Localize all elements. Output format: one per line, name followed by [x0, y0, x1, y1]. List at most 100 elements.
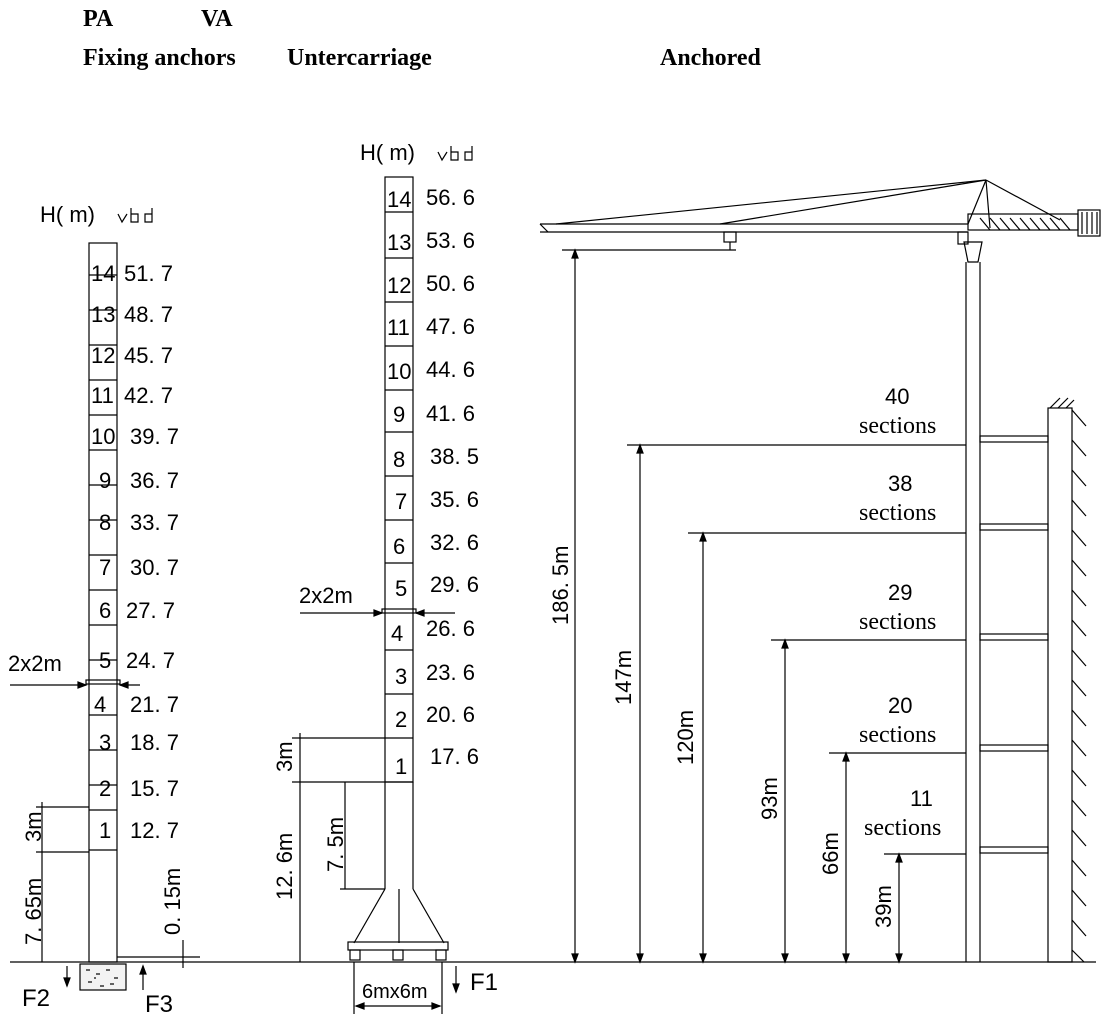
svg-text:53. 6: 53. 6 — [426, 228, 475, 253]
undercarriage-wide-section — [381, 608, 417, 614]
svg-text:2: 2 — [99, 776, 111, 801]
svg-text:14: 14 — [387, 187, 411, 212]
building-hatch — [1049, 397, 1087, 963]
svg-text:51. 7: 51. 7 — [124, 261, 173, 286]
undercarriage-tower: H( m) 1 2 3 4 — [272, 140, 498, 1014]
anchor-29-word: sections — [859, 609, 936, 635]
header-anchored: Anchored — [660, 45, 761, 71]
foundation-hatch — [86, 969, 118, 987]
svg-text:20. 6: 20. 6 — [426, 702, 475, 727]
anchored-crane: 186. 5m 40 — [539, 179, 1101, 964]
svg-text:29. 6: 29. 6 — [430, 572, 479, 597]
building — [1047, 407, 1073, 963]
undercarriage-section-numbers: 1 2 3 4 5 6 7 8 9 10 11 12 13 14 — [387, 187, 411, 779]
anchor-20-word: sections — [859, 722, 936, 748]
header-undercarriage: Untercarriage — [287, 45, 432, 71]
svg-text:36. 7: 36. 7 — [130, 468, 179, 493]
svg-text:1: 1 — [395, 754, 407, 779]
force-f3: F3 — [145, 991, 173, 1018]
undercarriage-dim-126m: 12. 6m — [272, 833, 297, 900]
svg-text:12: 12 — [91, 343, 115, 368]
undercarriage-heights: 17. 6 20. 6 23. 6 26. 6 29. 6 32. 6 35. … — [426, 185, 479, 769]
svg-text:10: 10 — [91, 424, 115, 449]
undercarriage-h-glyph — [437, 146, 473, 162]
fixing-anchors-tower: H( m) 1 2 — [8, 202, 200, 1018]
svg-text:56. 6: 56. 6 — [426, 185, 475, 210]
undercarriage-frame — [353, 888, 386, 944]
svg-text:13: 13 — [91, 302, 115, 327]
svg-text:11: 11 — [91, 383, 114, 408]
undercarriage-size-label: 2x2m — [299, 583, 353, 608]
undercarriage-dim-75m: 7. 5m — [323, 817, 348, 872]
fixing-section-numbers: 1 2 3 4 5 6 7 8 9 10 11 12 13 14 — [91, 261, 115, 843]
svg-text:26. 6: 26. 6 — [426, 616, 475, 641]
fixing-section-dividers — [89, 274, 117, 851]
svg-text:13: 13 — [387, 230, 411, 255]
fixing-dim-3m: 3m — [21, 811, 46, 842]
undercarriage-dim-3m: 3m — [272, 741, 297, 772]
fixing-wide-section — [85, 679, 121, 685]
fixing-h-glyph — [117, 208, 153, 224]
svg-text:2: 2 — [395, 707, 407, 732]
svg-text:8: 8 — [393, 447, 405, 472]
undercarriage-mast — [384, 176, 414, 783]
svg-text:45. 7: 45. 7 — [124, 343, 173, 368]
fixing-dim-765m: 7. 65m — [21, 878, 46, 945]
svg-text:24. 7: 24. 7 — [126, 648, 175, 673]
undercarriage-h-label: H( m) — [360, 140, 415, 165]
svg-text:14: 14 — [91, 261, 115, 286]
anchor-40-height: 147m — [611, 650, 636, 705]
svg-text:38. 5: 38. 5 — [430, 444, 479, 469]
fixing-heights: 12. 7 15. 7 18. 7 21. 7 24. 7 27. 7 30. … — [124, 261, 179, 843]
svg-text:18. 7: 18. 7 — [130, 730, 179, 755]
svg-text:1: 1 — [99, 818, 111, 843]
svg-text:12: 12 — [387, 273, 411, 298]
anchor-29-height: 93m — [757, 777, 782, 820]
svg-text:6: 6 — [99, 598, 111, 623]
svg-text:32. 6: 32. 6 — [430, 530, 479, 555]
svg-text:30. 7: 30. 7 — [130, 555, 179, 580]
undercarriage-base — [347, 941, 449, 951]
undercarriage-base-label: 6mx6m — [362, 981, 428, 1003]
header-pa: PA — [83, 6, 114, 32]
svg-text:17. 6: 17. 6 — [430, 744, 479, 769]
svg-text:7: 7 — [395, 489, 407, 514]
svg-text:21. 7: 21. 7 — [130, 692, 179, 717]
svg-text:27. 7: 27. 7 — [126, 598, 175, 623]
fixing-size-label: 2x2m — [8, 651, 62, 676]
fixing-mast — [88, 242, 118, 963]
svg-text:23. 6: 23. 6 — [426, 660, 475, 685]
svg-text:5: 5 — [395, 576, 407, 601]
svg-text:39. 7: 39. 7 — [130, 424, 179, 449]
svg-text:12. 7: 12. 7 — [130, 818, 179, 843]
anchor-40-word: sections — [859, 413, 936, 439]
svg-text:9: 9 — [393, 402, 405, 427]
svg-text:9: 9 — [99, 468, 111, 493]
svg-text:41. 6: 41. 6 — [426, 401, 475, 426]
svg-text:5: 5 — [99, 648, 111, 673]
svg-text:4: 4 — [391, 621, 403, 646]
svg-text:15. 7: 15. 7 — [130, 776, 179, 801]
fixing-dim-015m: 0. 15m — [160, 868, 185, 935]
svg-text:50. 6: 50. 6 — [426, 271, 475, 296]
anchor-11-height: 39m — [871, 885, 896, 928]
svg-text:47. 6: 47. 6 — [426, 314, 475, 339]
anchor-20-height: 66m — [818, 832, 843, 875]
fixing-h-label: H( m) — [40, 202, 95, 227]
undercarriage-section-dividers — [385, 211, 413, 783]
svg-text:33. 7: 33. 7 — [130, 510, 179, 535]
anchored-dim-total: 186. 5m — [548, 546, 573, 626]
header-va: VA — [201, 6, 233, 32]
svg-text:11: 11 — [387, 315, 410, 340]
svg-text:48. 7: 48. 7 — [124, 302, 173, 327]
svg-text:8: 8 — [99, 510, 111, 535]
force-f2: F2 — [22, 985, 50, 1012]
header-fixing-anchors: Fixing anchors — [83, 45, 236, 71]
svg-text:44. 6: 44. 6 — [426, 357, 475, 382]
anchor-ties — [979, 435, 1049, 854]
force-f1: F1 — [470, 969, 498, 996]
anchor-11-count: 11 — [910, 786, 933, 811]
svg-text:42. 7: 42. 7 — [124, 383, 173, 408]
svg-text:6: 6 — [393, 534, 405, 559]
